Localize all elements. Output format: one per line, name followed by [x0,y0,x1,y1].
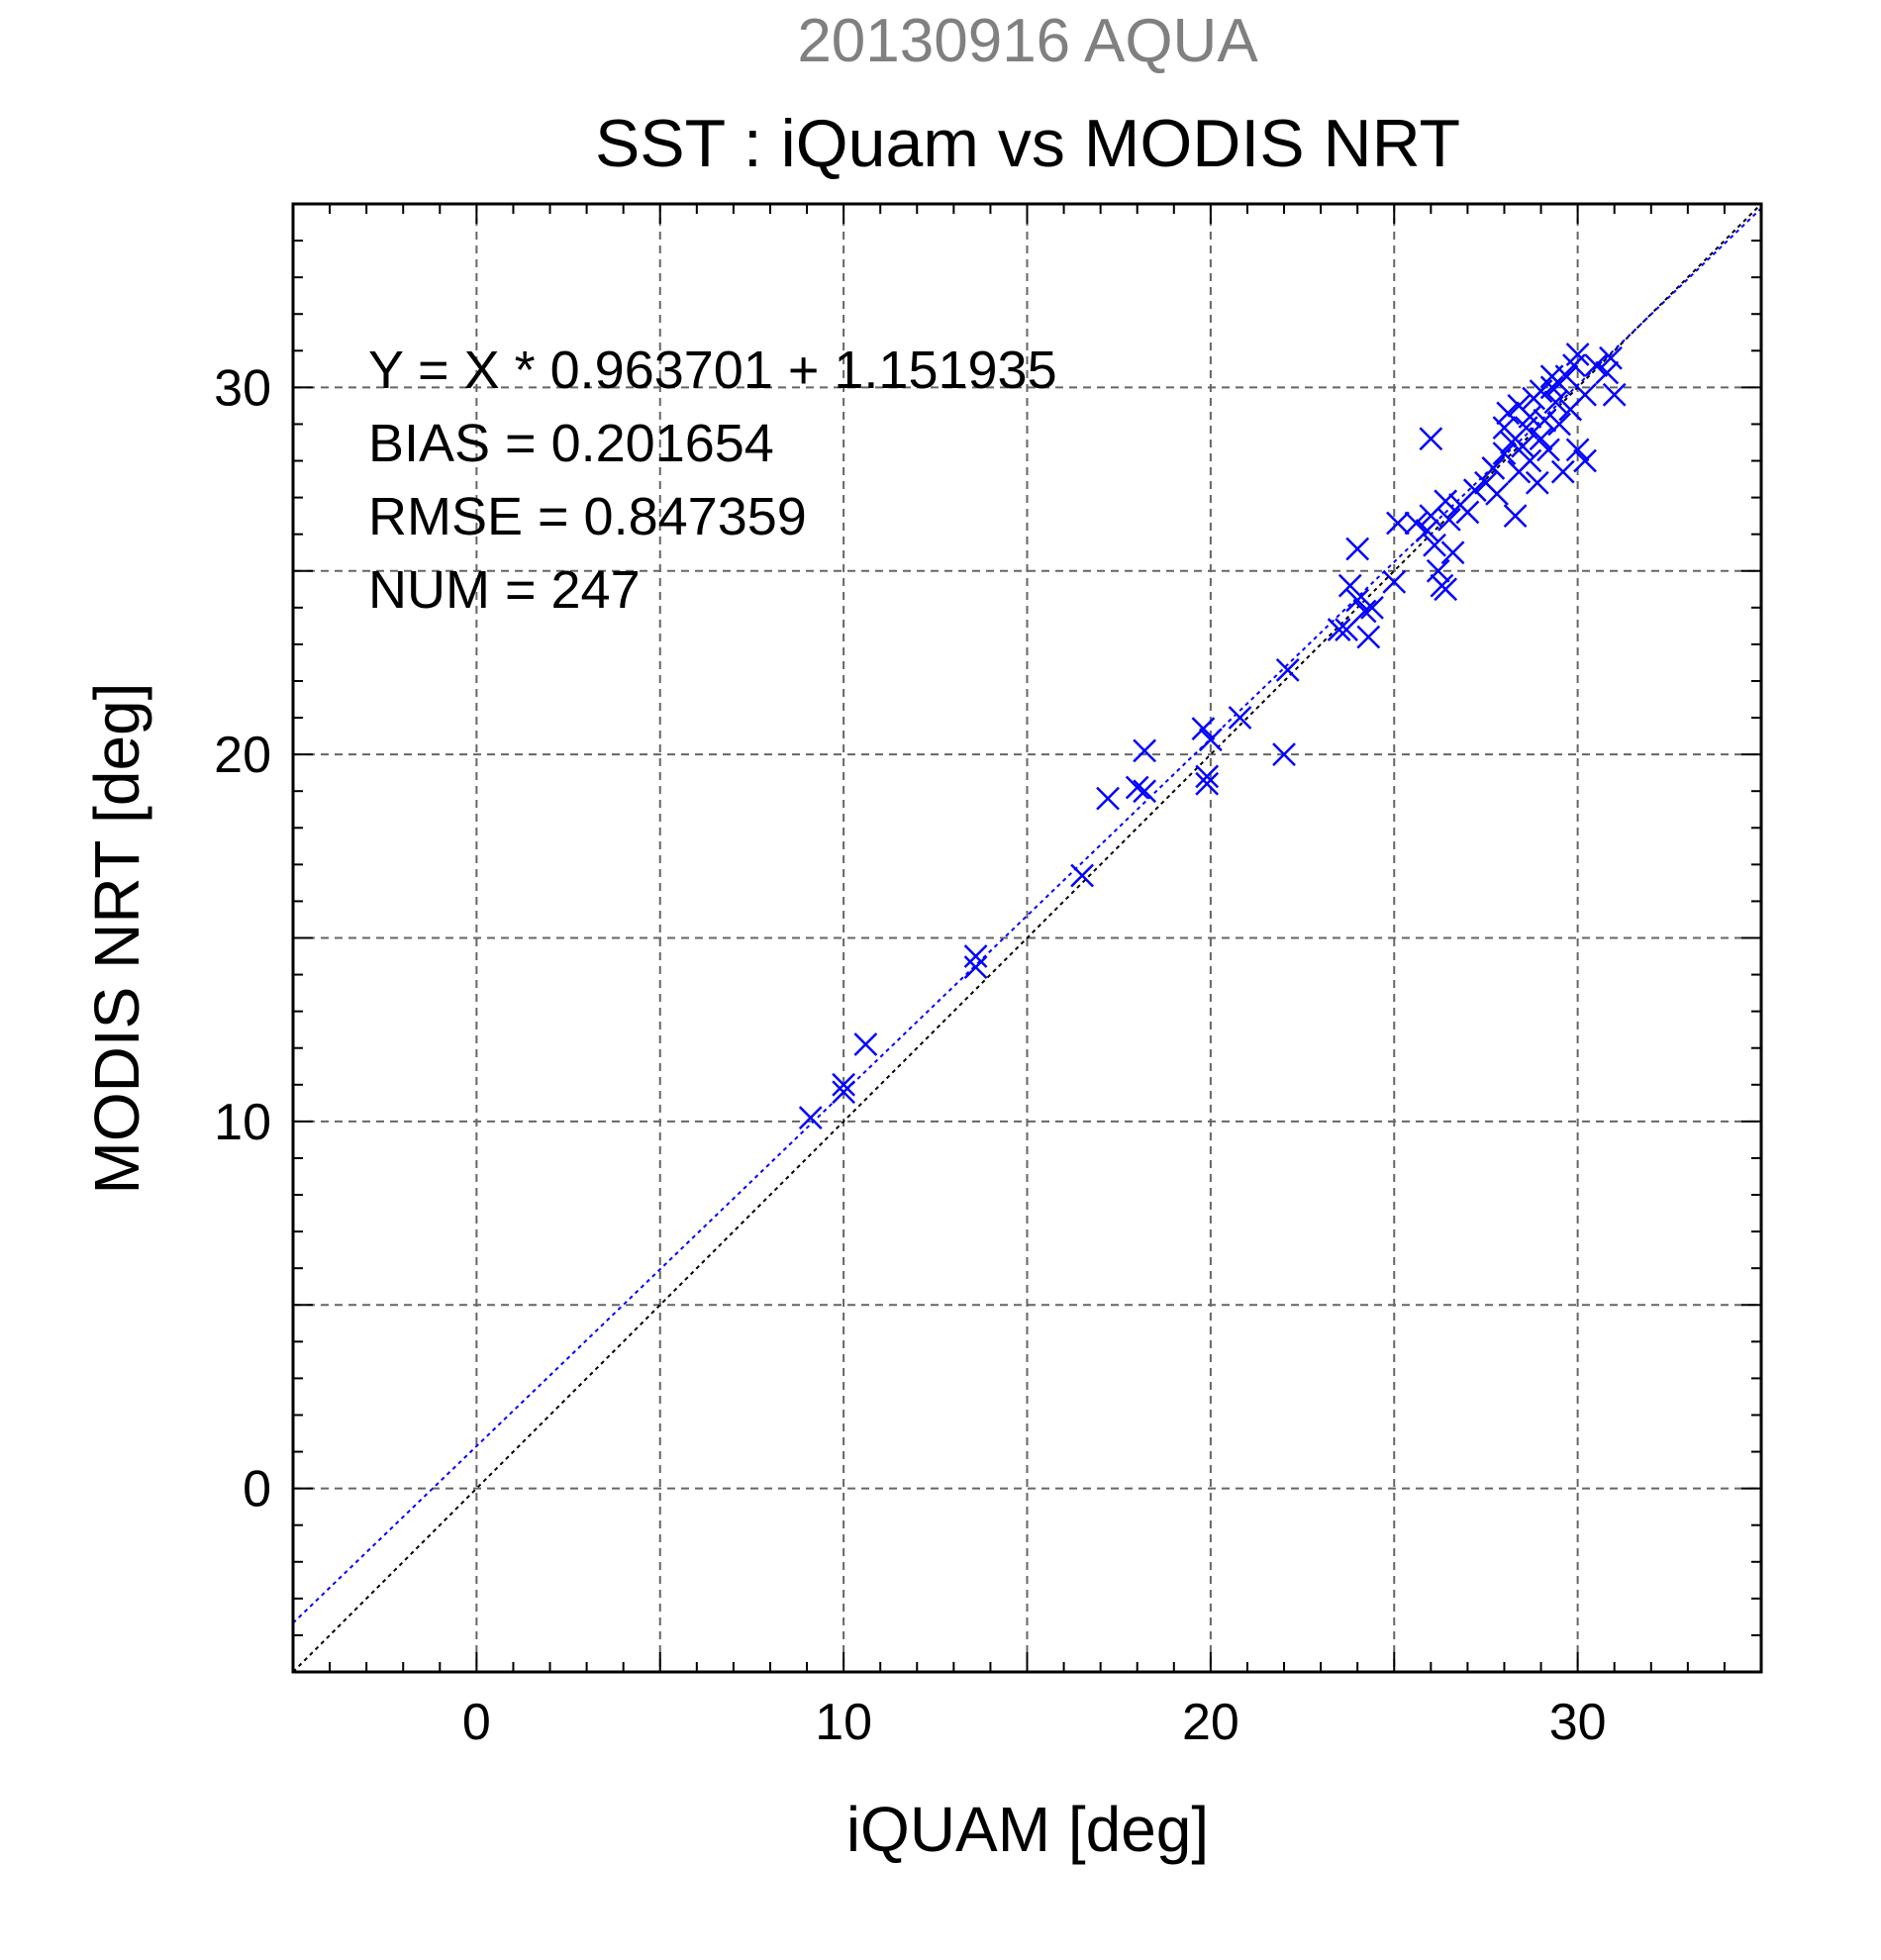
scatter-point [1415,519,1439,542]
scatter-point [1195,771,1220,796]
x-tick-labels: 0 10 20 30 [462,1694,1607,1751]
rmse-value: RMSE = 0.847359 [368,487,807,546]
scatter-point [1228,706,1252,730]
scatter-point [1550,459,1575,484]
scatter-point [1602,382,1627,407]
data-points [798,343,1627,1130]
scatter-point [1543,390,1568,415]
y-tick-labels: 0 10 20 30 [214,359,271,1518]
plot-frame [291,202,1763,1674]
y-tick-label: 30 [214,359,271,417]
scatter-point [1335,618,1358,641]
scatter-point [1525,470,1549,495]
stats-block: Y = X * 0.963701 + 1.151935 BIAS = 0.201… [368,341,1057,620]
scatter-point [1327,618,1351,641]
scatter-point [1423,533,1446,557]
scatter-point [1133,738,1157,763]
scatter-point [832,1072,856,1097]
scatter-point [1554,364,1579,389]
scatter-point [1536,438,1560,462]
x-tick-label: 0 [462,1694,491,1751]
scatter-point [1595,360,1620,385]
scatter-point [1573,382,1597,407]
scatter-point [1434,489,1458,514]
chart-subtitle: 20130916 AQUA [797,7,1258,75]
num-value: NUM = 247 [368,560,641,620]
scatter-point [1356,625,1381,649]
scatter-point [1191,717,1216,741]
scatter-point [1529,427,1553,451]
scatter-point [1485,482,1509,506]
scatter-point [1337,573,1362,598]
scatter-point [1426,558,1450,583]
scatter-point [1404,511,1429,536]
scatter-point [1584,353,1609,378]
scatter-point [1440,540,1465,565]
scatter-point [1345,588,1370,613]
scatter-point [1565,438,1590,462]
scatter-point [1455,500,1480,525]
scatter-point [1382,569,1407,594]
scatter-point [1481,456,1506,480]
scatter-point [1518,405,1542,429]
scatter-point [1419,427,1443,451]
scatter-point [1070,863,1094,888]
regression-equation: Y = X * 0.963701 + 1.151935 [368,341,1057,400]
y-tick-label: 20 [214,727,271,784]
scatter-point [1565,343,1590,366]
scatter-point [1345,537,1370,561]
scatter-point [1503,504,1528,529]
bias-value: BIAS = 0.201654 [368,414,774,473]
scatter-point [853,1032,878,1056]
scatter-point [1096,786,1120,811]
scatter-point [798,1106,823,1130]
scatter-point [1275,657,1300,682]
scatter-point [1599,345,1623,370]
scatter-point [1511,434,1534,458]
scatter-point [1133,779,1157,804]
scatter-point [963,955,988,980]
scatter-point [1539,375,1564,400]
y-tick-label: 0 [243,1461,271,1519]
scatter-point [1496,401,1521,426]
chart-title: SST : iQuam vs MODIS NRT [595,106,1460,181]
y-tick-label: 10 [214,1094,271,1151]
scatter-point [1492,416,1517,441]
scatter-point [1547,412,1571,437]
y-axis-label: MODIS NRT [deg] [81,683,152,1195]
scatter-point [1434,577,1458,602]
scatter-point [963,944,988,968]
scatter-point [1573,448,1597,473]
scatter-point [1352,599,1377,624]
scatter-point [1518,448,1542,473]
x-axis-label: iQUAM [deg] [846,1794,1209,1865]
scatter-point [1492,441,1517,465]
scatter-point [1198,728,1223,752]
scatter-point [832,1080,856,1105]
scatter-point [1462,478,1487,503]
x-tick-label: 20 [1182,1694,1239,1751]
scatter-point [1272,742,1296,767]
x-tick-label: 30 [1549,1694,1607,1751]
x-tick-label: 10 [815,1694,872,1751]
scatter-point [1386,511,1410,536]
grid-lines [293,204,1761,1672]
scatter-point [1195,764,1220,789]
scatter-point [1436,507,1461,532]
scatter-point [1360,595,1384,620]
scatter-point [1125,775,1149,800]
scatter-point [1533,408,1557,433]
